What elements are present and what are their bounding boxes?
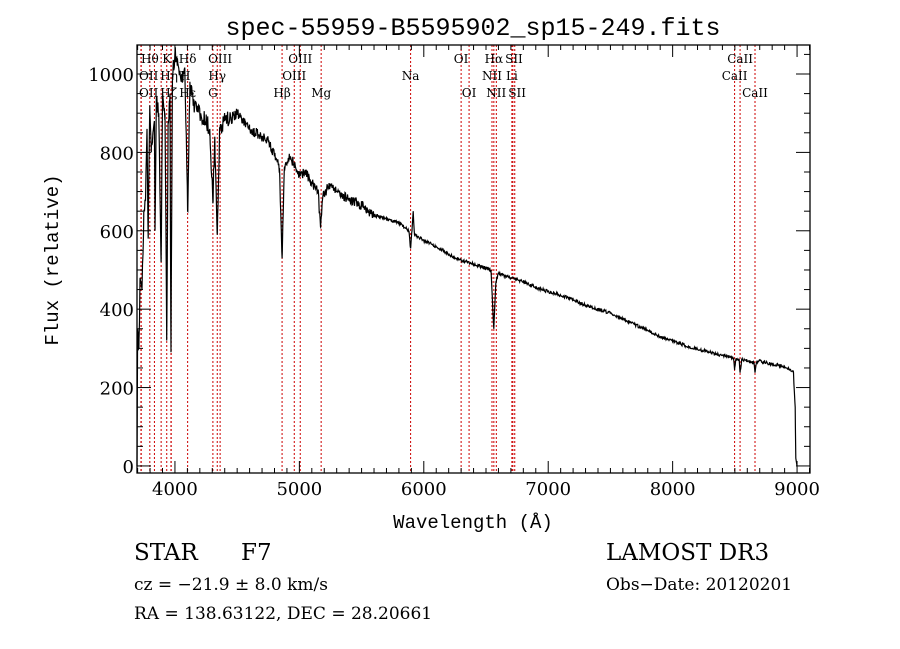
- object-subclass: F7: [241, 540, 272, 566]
- object-class: STAR: [134, 540, 198, 566]
- reference-line-label: SII: [505, 52, 523, 66]
- reference-line-label: OI: [462, 86, 477, 100]
- chart-title: spec-55959-B5595902_sp15-249.fits: [225, 14, 720, 43]
- reference-line-label: Hγ: [208, 69, 226, 83]
- observation-date: Obs−Date: 20120201: [606, 575, 792, 595]
- y-tick-label: 800: [100, 143, 134, 164]
- y-tick-label: 400: [100, 300, 134, 321]
- x-tick-label: 9000: [774, 479, 820, 500]
- x-tick-label: 4000: [152, 479, 198, 500]
- x-tick-label: 7000: [525, 479, 571, 500]
- y-tick-label: 1000: [88, 65, 134, 86]
- reference-line-label: OII: [139, 86, 159, 100]
- reference-line-label: OI: [454, 52, 469, 66]
- reference-line-label: Hζ: [160, 86, 177, 100]
- x-axis-label: Wavelength (Å): [393, 512, 553, 534]
- y-tick-label: 0: [123, 457, 134, 478]
- reference-line-label: K: [162, 52, 172, 66]
- reference-line-label: CaII: [722, 69, 748, 83]
- reference-line-label: CaII: [727, 52, 753, 66]
- reference-line-label: Li: [506, 69, 518, 83]
- spectrum-line: [136, 47, 798, 467]
- reference-line-label: OIII: [282, 69, 306, 83]
- survey-name: LAMOST DR3: [606, 540, 769, 566]
- x-tick-label: 6000: [401, 479, 447, 500]
- spectrum-series: [136, 47, 798, 467]
- reference-line-label: Hη: [160, 69, 178, 83]
- reference-line-label: Na: [402, 69, 420, 83]
- y-axis-label: Flux (relative): [42, 174, 64, 345]
- y-tick-label: 200: [100, 379, 134, 400]
- redshift-cz: cz = −21.9 ± 8.0 km/s: [134, 575, 328, 595]
- axis-ticks: 4000 5000 6000 7000 8000 9000 0 200 400 600 800 100…: [88, 45, 820, 500]
- reference-line-label: NII: [482, 69, 502, 83]
- reference-line-label: Hθ: [141, 52, 159, 66]
- reference-line-label: Hβ: [273, 86, 290, 100]
- y-tick-label: 600: [100, 222, 134, 243]
- reference-lines: [140, 45, 756, 473]
- x-tick-label: 8000: [650, 479, 696, 500]
- reference-line-label: NII: [486, 86, 506, 100]
- x-tick-label: 5000: [276, 479, 322, 500]
- reference-line-label: Hδ: [179, 52, 197, 66]
- reference-line-label: Mg: [311, 86, 331, 100]
- reference-line-label: Hα: [485, 52, 504, 66]
- coordinates: RA = 138.63122, DEC = 28.20661: [134, 604, 432, 624]
- reference-line-label: OII: [139, 69, 159, 83]
- reference-line-label: CaII: [742, 86, 768, 100]
- reference-line-label: OIII: [208, 52, 232, 66]
- reference-line-label: OIII: [288, 52, 312, 66]
- reference-line-label: SII: [508, 86, 526, 100]
- reference-line-label: G: [208, 86, 218, 100]
